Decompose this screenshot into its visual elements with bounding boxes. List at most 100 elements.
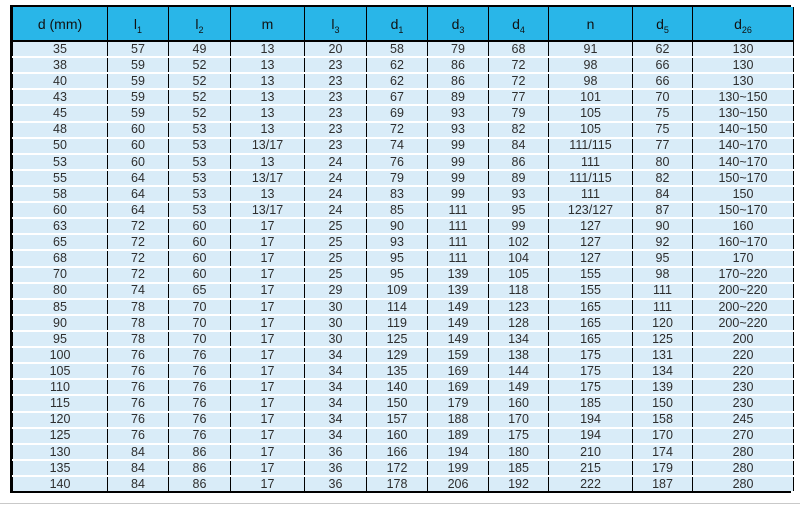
table-cell: 72 xyxy=(107,266,169,284)
table-row: 135 84 86 17 36 172 199 185 215 179 280 xyxy=(12,459,794,477)
table-cell: 64 xyxy=(107,169,169,187)
table-cell: 13 xyxy=(230,39,305,59)
table-cell: 76 xyxy=(107,363,169,381)
table-cell: 53 xyxy=(168,153,231,171)
table-cell: 180 xyxy=(488,443,549,461)
table-cell: 127 xyxy=(548,250,633,268)
table-cell: 79 xyxy=(427,39,489,59)
column-header: l3 xyxy=(304,7,367,42)
table-cell: 158 xyxy=(632,411,693,429)
table-cell: 99 xyxy=(427,185,489,204)
table-row: 40 59 52 13 23 62 86 72 98 66 130 xyxy=(12,73,794,91)
table-cell: 17 xyxy=(230,298,305,316)
table-cell: 55 xyxy=(12,169,108,187)
table-cell: 17 xyxy=(230,427,305,445)
table-cell: 17 xyxy=(230,395,305,413)
table-cell: 23 xyxy=(304,121,367,139)
table-cell: 165 xyxy=(548,298,633,316)
table-cell: 13 xyxy=(230,73,305,91)
table-cell: 45 xyxy=(12,105,108,123)
table-cell: 140 xyxy=(12,475,108,491)
header-row: d (mm) l1 l2 m l3 d1 d3 d4 n d5 d26 xyxy=(12,7,794,42)
table-cell: 194 xyxy=(548,427,633,445)
table-cell: 90 xyxy=(12,314,108,332)
table-cell: 98 xyxy=(632,266,693,284)
table-cell: 60 xyxy=(12,202,108,220)
table-cell: 79 xyxy=(488,105,549,123)
table-cell: 76 xyxy=(168,411,231,429)
table-cell: 84 xyxy=(488,137,549,155)
table-cell: 280 xyxy=(692,443,794,461)
table-cell: 160 xyxy=(488,395,549,413)
table-cell: 30 xyxy=(304,314,367,332)
table-cell: 68 xyxy=(488,39,549,59)
table-row: 100 76 76 17 34 129 159 138 175 131 220 xyxy=(12,347,794,365)
table-cell: 13 xyxy=(230,185,305,204)
dimension-table: d (mm) l1 l2 m l3 d1 d3 d4 n d5 d26 35 57 49 13 20 58 79… xyxy=(12,7,794,491)
table-cell: 123/127 xyxy=(548,202,633,220)
table-cell: 29 xyxy=(304,282,367,300)
table-cell: 119 xyxy=(366,314,428,332)
table-cell: 58 xyxy=(12,185,108,204)
table-cell: 66 xyxy=(632,73,693,91)
column-header: m xyxy=(230,7,305,42)
table-cell: 62 xyxy=(366,57,428,75)
table-cell: 149 xyxy=(427,314,489,332)
table-cell: 111 xyxy=(427,218,489,236)
table-cell: 72 xyxy=(107,250,169,268)
table-cell: 139 xyxy=(632,379,693,397)
table-cell: 75 xyxy=(632,121,693,139)
table-cell: 78 xyxy=(107,330,169,349)
column-header: n xyxy=(548,7,633,42)
table-row: 70 72 60 17 25 95 139 105 155 98 170~220 xyxy=(12,266,794,284)
table-cell: 130 xyxy=(692,73,794,91)
table-cell: 53 xyxy=(168,202,231,220)
table-cell: 118 xyxy=(488,282,549,300)
table-cell: 78 xyxy=(107,298,169,316)
table-cell: 13 xyxy=(230,121,305,139)
table-cell: 53 xyxy=(168,169,231,187)
table-cell: 90 xyxy=(632,218,693,236)
table-cell: 60 xyxy=(168,250,231,268)
table-cell: 34 xyxy=(304,347,367,365)
table-cell: 131 xyxy=(632,347,693,365)
table-cell: 230 xyxy=(692,395,794,413)
table-cell: 86 xyxy=(427,57,489,75)
table-cell: 17 xyxy=(230,459,305,477)
table-cell: 24 xyxy=(304,202,367,220)
table-row: 105 76 76 17 34 135 169 144 175 134 220 xyxy=(12,363,794,381)
table-row: 130 84 86 17 36 166 194 180 210 174 280 xyxy=(12,443,794,461)
table-row: 120 76 76 17 34 157 188 170 194 158 245 xyxy=(12,411,794,429)
table-cell: 210 xyxy=(548,443,633,461)
table-cell: 89 xyxy=(427,89,489,107)
table-cell: 66 xyxy=(632,57,693,75)
table-cell: 179 xyxy=(632,459,693,477)
table-cell: 76 xyxy=(107,347,169,365)
table-cell: 159 xyxy=(427,347,489,365)
table-cell: 60 xyxy=(107,121,169,139)
table-cell: 74 xyxy=(366,137,428,155)
table-row: 80 74 65 17 29 109 139 118 155 111 200~220 xyxy=(12,282,794,300)
table-cell: 25 xyxy=(304,250,367,268)
table-row: 45 59 52 13 23 69 93 79 105 75 130~150 xyxy=(12,105,794,123)
table-cell: 105 xyxy=(488,266,549,284)
table-cell: 134 xyxy=(488,330,549,349)
table-cell: 93 xyxy=(427,121,489,139)
table-cell: 170~220 xyxy=(692,266,794,284)
table-cell: 58 xyxy=(366,39,428,59)
table-cell: 24 xyxy=(304,153,367,171)
table-cell: 130~150 xyxy=(692,89,794,107)
table-cell: 17 xyxy=(230,411,305,429)
table-cell: 13 xyxy=(230,57,305,75)
table-cell: 123 xyxy=(488,298,549,316)
table-cell: 86 xyxy=(427,73,489,91)
table-cell: 95 xyxy=(366,250,428,268)
table-cell: 72 xyxy=(107,234,169,252)
table-cell: 24 xyxy=(304,169,367,187)
table-cell: 120 xyxy=(12,411,108,429)
table-cell: 49 xyxy=(168,39,231,59)
table-cell: 93 xyxy=(488,185,549,204)
table-cell: 200~220 xyxy=(692,314,794,332)
table-cell: 24 xyxy=(304,185,367,204)
